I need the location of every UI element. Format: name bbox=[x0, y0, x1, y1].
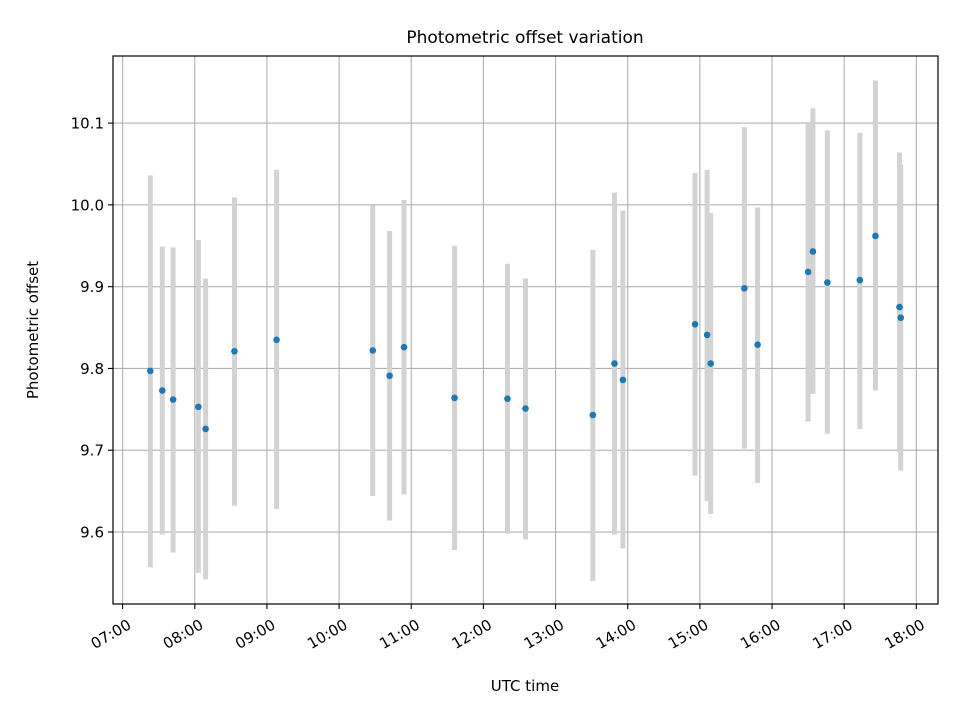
data-point bbox=[754, 341, 761, 349]
data-point bbox=[691, 320, 699, 328]
y-tick-label: 9.6 bbox=[80, 524, 104, 542]
data-points bbox=[146, 232, 905, 433]
plot-frame bbox=[112, 55, 939, 605]
y-tick-label: 10.1 bbox=[71, 115, 104, 133]
data-point bbox=[856, 276, 864, 284]
data-point bbox=[400, 343, 408, 351]
data-point bbox=[589, 411, 597, 419]
data-point bbox=[707, 360, 715, 367]
data-point bbox=[451, 394, 458, 402]
data-point bbox=[369, 347, 377, 354]
data-point bbox=[872, 232, 879, 240]
data-point bbox=[824, 279, 831, 286]
y-tick-label: 9.8 bbox=[80, 360, 104, 378]
data-point bbox=[897, 314, 905, 322]
data-point bbox=[896, 303, 903, 311]
data-point bbox=[159, 387, 166, 394]
data-point bbox=[195, 403, 202, 411]
data-point bbox=[809, 248, 817, 255]
y-tick-label: 10.0 bbox=[71, 196, 104, 214]
data-point bbox=[741, 284, 748, 292]
data-point bbox=[386, 372, 393, 380]
y-axis-ticks: 9.6 9.7 9.8 9.9 10.0 10.1 bbox=[71, 115, 113, 542]
data-point bbox=[273, 336, 280, 344]
chart-title: Photometric offset variation bbox=[406, 28, 643, 48]
data-point bbox=[804, 268, 812, 276]
data-point bbox=[611, 360, 618, 367]
data-point bbox=[202, 425, 209, 433]
data-point bbox=[169, 396, 177, 403]
y-tick-label: 9.9 bbox=[80, 278, 104, 296]
y-tick-label: 9.7 bbox=[80, 442, 104, 460]
data-point bbox=[619, 376, 627, 384]
data-point bbox=[522, 405, 529, 412]
y-axis-label: Photometric offset bbox=[24, 261, 42, 399]
data-point bbox=[146, 367, 154, 375]
data-point bbox=[504, 395, 511, 403]
data-point bbox=[231, 347, 238, 355]
x-axis-label: UTC time bbox=[491, 677, 559, 695]
data-point bbox=[703, 331, 711, 339]
